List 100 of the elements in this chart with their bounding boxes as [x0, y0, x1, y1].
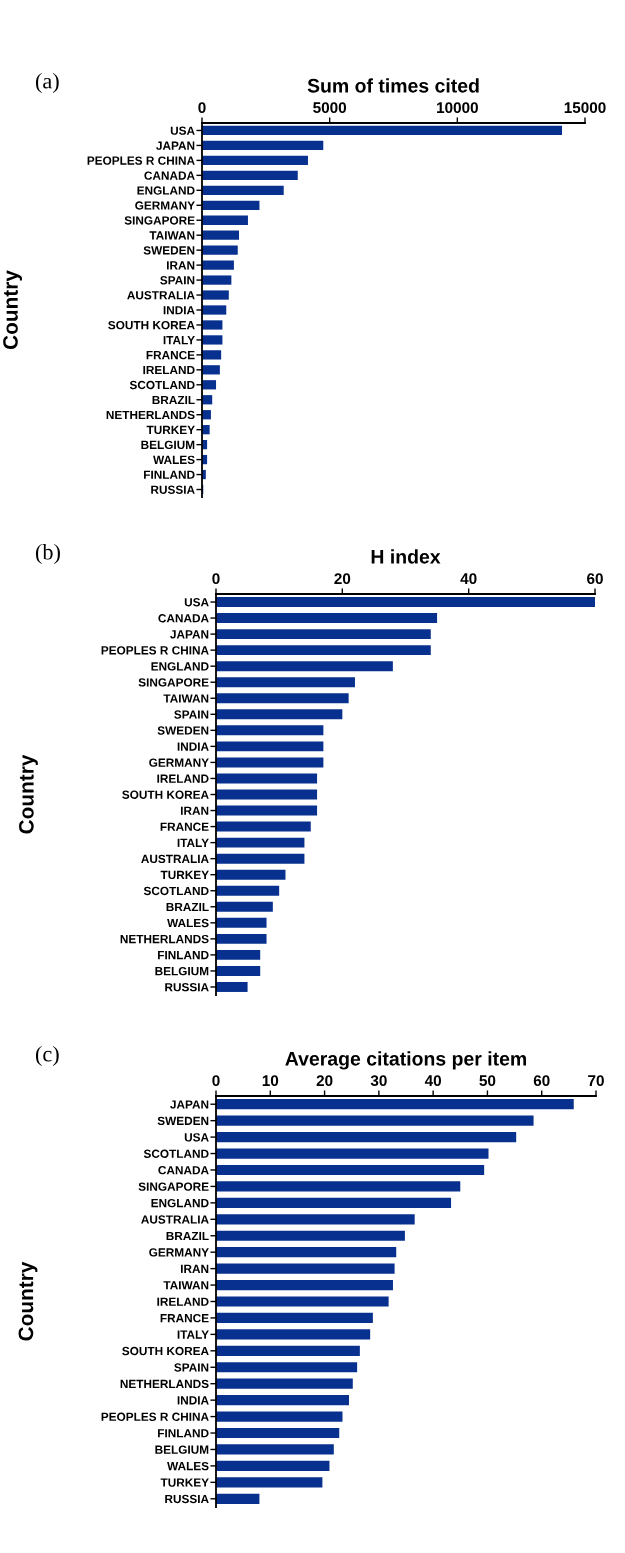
x-tick-label: 5000	[313, 102, 347, 114]
y-axis-title: Country	[3, 270, 22, 350]
y-tick-label: SCOTLAND	[129, 380, 195, 390]
y-tick-label: BELGIUM	[141, 440, 195, 450]
x-tick-label: 20	[334, 573, 351, 585]
y-tick-label: ENGLAND	[151, 662, 209, 671]
y-tick-label: SWEDEN	[157, 1116, 209, 1126]
y-axis-title: Country	[19, 754, 38, 834]
y-tick-label: BELGIUM	[155, 1445, 209, 1454]
y-tick-label: ENGLAND	[151, 1198, 209, 1208]
y-tick-label: INDIA	[177, 742, 209, 751]
y-tick-label: AUSTRALIA	[141, 1215, 209, 1224]
x-tick-label: 30	[370, 1075, 387, 1087]
x-tick-label: 60	[587, 573, 603, 585]
y-tick-label: RUSSIA	[165, 1494, 209, 1504]
y-tick-label: USA	[184, 1133, 209, 1142]
y-tick-label: SOUTH KOREA	[122, 790, 209, 799]
chart-title: Average citations per item	[285, 1051, 527, 1070]
y-tick-label: SINGAPORE	[124, 216, 195, 225]
y-tick-label: IRELAND	[157, 774, 209, 783]
y-tick-label: INDIA	[163, 306, 195, 315]
y-tick-label: SINGAPORE	[138, 678, 209, 687]
text: (a)	[35, 72, 59, 94]
chart-title: H index	[371, 549, 441, 564]
y-tick-label: CANADA	[158, 1166, 209, 1175]
y-tick-label: JAPAN	[170, 1100, 209, 1109]
y-tick-label: BRAZIL	[152, 395, 195, 405]
y-tick-label: FRANCE	[160, 1313, 209, 1323]
y-tick-label: SCOTLAND	[143, 1149, 209, 1158]
y-tick-label: ITALY	[163, 336, 195, 345]
x-tick-label: 50	[479, 1075, 496, 1087]
y-tick-label: CANADA	[158, 614, 209, 623]
y-tick-label: NETHERLANDS	[106, 410, 195, 420]
y-tick-label: CANADA	[144, 171, 195, 180]
y-tick-label: SWEDEN	[143, 246, 195, 255]
x-tick-label: 70	[588, 1075, 604, 1087]
y-tick-label: IRELAND	[157, 1297, 209, 1306]
y-tick-label: FINLAND	[158, 951, 209, 960]
y-tick-label: JAPAN	[156, 141, 195, 150]
x-tick-label: 40	[460, 573, 477, 585]
y-tick-label: AUSTRALIA	[127, 291, 195, 300]
y-tick-label: GERMANY	[149, 758, 209, 767]
y-tick-label: FRANCE	[160, 822, 209, 831]
y-tick-label: INDIA	[177, 1396, 209, 1405]
y-tick-label: ITALY	[177, 838, 209, 847]
y-tick-label: PEOPLES R CHINA	[87, 156, 195, 165]
y-tick-label: RUSSIA	[151, 485, 195, 494]
y-tick-label: FINLAND	[144, 470, 195, 479]
x-tick-label: 0	[198, 102, 206, 114]
y-tick-label: PEOPLES R CHINA	[101, 1412, 209, 1421]
y-tick-label: ENGLAND	[137, 186, 195, 195]
y-tick-label: SOUTH KOREA	[108, 320, 195, 330]
y-tick-label: WALES	[167, 1461, 209, 1471]
y-tick-label: WALES	[167, 918, 209, 928]
y-tick-label: TURKEY	[160, 870, 209, 880]
text: (c)	[35, 1045, 59, 1067]
y-tick-label: FINLAND	[158, 1429, 209, 1438]
y-tick-label: IRAN	[180, 1264, 209, 1273]
y-tick-label: FRANCE	[146, 350, 195, 360]
y-tick-label: PEOPLES R CHINA	[101, 646, 209, 655]
y-tick-label: NETHERLANDS	[120, 1379, 209, 1389]
y-tick-label: IRELAND	[143, 366, 195, 375]
text: (b)	[35, 543, 60, 565]
y-tick-label: USA	[184, 598, 209, 607]
y-tick-label: SOUTH KOREA	[122, 1346, 209, 1356]
y-tick-label: GERMANY	[149, 1248, 209, 1257]
y-tick-label: SPAIN	[174, 1363, 209, 1372]
x-tick-label: 60	[533, 1075, 550, 1087]
y-tick-label: IRAN	[180, 806, 209, 815]
y-tick-label: WALES	[153, 455, 195, 464]
x-tick-label: 20	[316, 1075, 333, 1087]
y-tick-label: TURKEY	[160, 1478, 209, 1487]
y-tick-label: SPAIN	[174, 710, 209, 719]
y-tick-label: TAIWAN	[149, 231, 195, 240]
y-tick-label: TURKEY	[146, 425, 195, 435]
x-tick-label: 0	[212, 1075, 220, 1087]
y-tick-label: JAPAN	[170, 630, 209, 639]
y-tick-label: BRAZIL	[166, 902, 209, 912]
y-axis-title: Country	[18, 1261, 38, 1341]
y-tick-label: BELGIUM	[155, 966, 209, 976]
y-tick-label: NETHERLANDS	[120, 934, 209, 944]
y-tick-label: RUSSIA	[165, 983, 209, 992]
y-tick-label: SPAIN	[160, 276, 195, 285]
chart-title: Sum of times cited	[307, 78, 479, 93]
y-tick-label: SCOTLAND	[143, 886, 209, 896]
y-tick-label: BRAZIL	[166, 1231, 209, 1241]
y-tick-label: TAIWAN	[163, 1281, 209, 1290]
x-tick-label: 10000	[437, 102, 478, 114]
y-tick-label: GERMANY	[135, 201, 195, 210]
y-tick-label: ITALY	[177, 1330, 209, 1339]
y-tick-label: IRAN	[166, 261, 195, 270]
y-tick-label: SWEDEN	[157, 726, 209, 735]
x-tick-label: 0	[212, 573, 220, 585]
y-tick-label: AUSTRALIA	[141, 854, 209, 864]
y-tick-label: USA	[170, 126, 195, 135]
x-tick-label: 10	[262, 1075, 279, 1087]
y-tick-label: SINGAPORE	[138, 1182, 209, 1191]
x-tick-label: 15000	[564, 102, 606, 114]
x-tick-label: 40	[424, 1075, 442, 1087]
y-tick-label: TAIWAN	[163, 694, 209, 703]
